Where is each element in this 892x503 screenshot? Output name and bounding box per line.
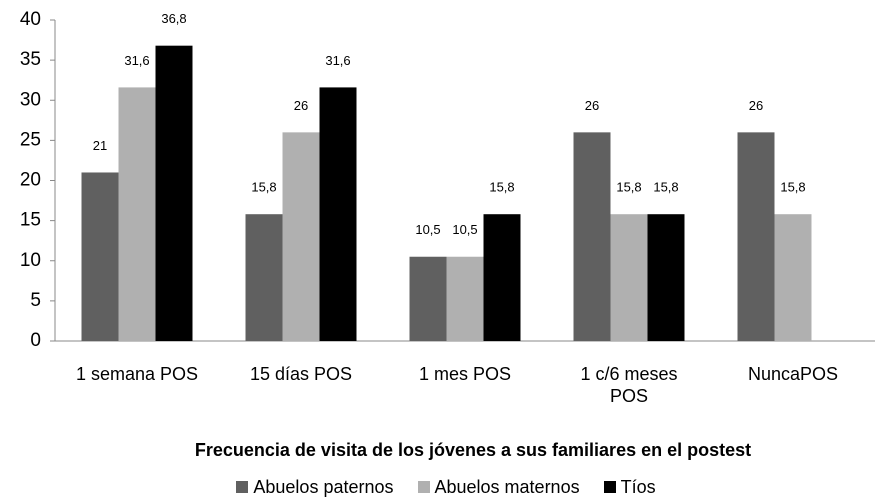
x-tick-label: NuncaPOS bbox=[747, 364, 839, 384]
legend-label: Abuelos paternos bbox=[253, 477, 394, 497]
bar bbox=[610, 214, 648, 341]
y-tick-label: 5 bbox=[30, 290, 41, 311]
y-tick-label: 25 bbox=[20, 129, 41, 150]
y-tick-label: 20 bbox=[20, 170, 41, 191]
y-tick-label: 15 bbox=[20, 210, 41, 231]
y-tick-label: 30 bbox=[20, 89, 41, 110]
x-tick-label: 1 mes POS bbox=[418, 364, 512, 384]
y-tick-label: 35 bbox=[20, 49, 41, 70]
value-label: 26 bbox=[749, 98, 763, 113]
bar bbox=[446, 256, 484, 341]
bar bbox=[319, 87, 357, 341]
legend-label: Tíos bbox=[620, 477, 656, 497]
value-label: 10,5 bbox=[452, 222, 477, 237]
bar bbox=[573, 132, 611, 341]
x-tick-label: 1 semana POS bbox=[75, 364, 199, 384]
value-label: 21 bbox=[93, 138, 107, 153]
bar bbox=[282, 132, 320, 341]
value-label: 26 bbox=[294, 98, 308, 113]
y-tick-label: 40 bbox=[20, 9, 41, 30]
bar bbox=[81, 172, 119, 341]
x-tick-label: 15 días POS bbox=[249, 364, 353, 384]
bar bbox=[155, 45, 193, 342]
value-label: 15,8 bbox=[489, 180, 514, 195]
value-label: 15,8 bbox=[251, 180, 276, 195]
value-label: 31,6 bbox=[325, 53, 350, 68]
bar bbox=[118, 87, 156, 341]
bar bbox=[647, 214, 685, 341]
x-tick-label: 1 c/6 meses POS bbox=[580, 364, 678, 406]
legend-item: Abuelos maternos bbox=[417, 477, 580, 498]
legend-item: Tíos bbox=[603, 477, 656, 498]
value-label: 26 bbox=[585, 98, 599, 113]
bar bbox=[409, 256, 447, 341]
value-label: 15,8 bbox=[653, 180, 678, 195]
bar bbox=[774, 214, 812, 341]
value-label: 15,8 bbox=[616, 180, 641, 195]
legend-swatch bbox=[236, 481, 249, 493]
value-label: 15,8 bbox=[780, 180, 805, 195]
bar bbox=[245, 214, 283, 341]
legend-item: Abuelos paternos bbox=[236, 477, 394, 498]
value-label: 31,6 bbox=[124, 53, 149, 68]
bar bbox=[483, 214, 521, 341]
x-axis-title: Frecuencia de visita de los jóvenes a su… bbox=[195, 440, 751, 460]
legend-swatch bbox=[417, 481, 430, 493]
legend: Abuelos paternos Abuelos maternos Tíos bbox=[0, 477, 892, 498]
y-tick-label: 10 bbox=[20, 250, 41, 271]
y-tick-label: 0 bbox=[30, 330, 41, 351]
value-label: 10,5 bbox=[415, 222, 440, 237]
bar bbox=[737, 132, 775, 341]
value-label: 36,8 bbox=[161, 11, 186, 26]
legend-label: Abuelos maternos bbox=[434, 477, 580, 497]
legend-swatch bbox=[603, 481, 616, 493]
